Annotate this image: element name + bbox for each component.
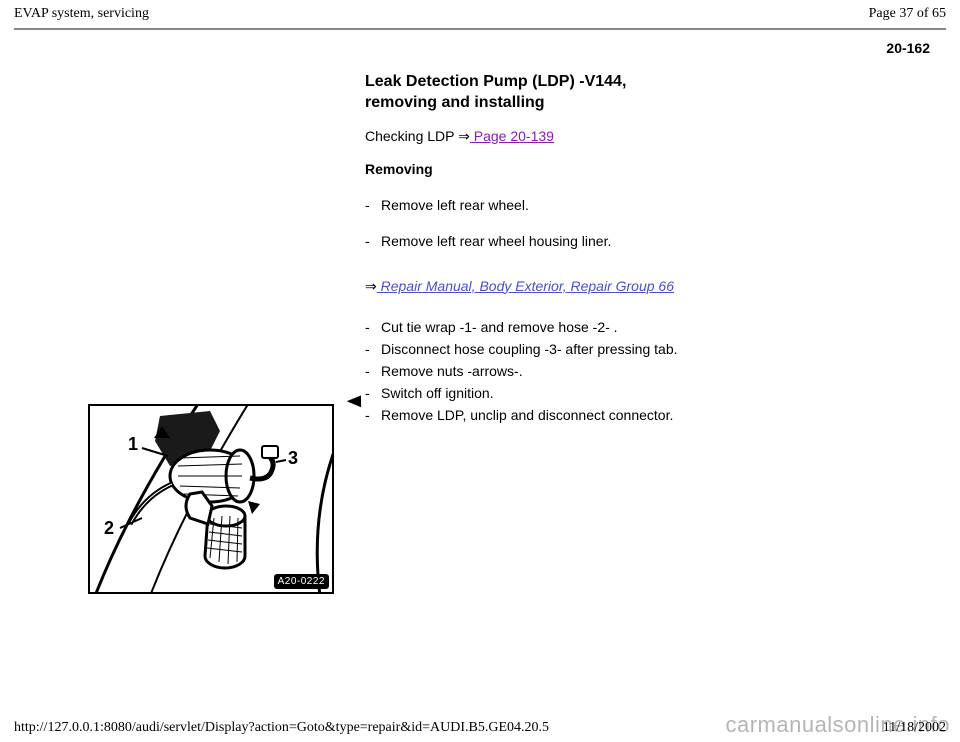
- figure-label-3: 3: [288, 448, 298, 469]
- checking-line: Checking LDP ⇒ Page 20-139: [365, 114, 865, 145]
- header-page-indicator: Page 37 of 65: [869, 6, 946, 22]
- reference-block: ⇒ Repair Manual, Body Exterior, Repair G…: [365, 249, 735, 295]
- arrow-glyph: ⇒: [365, 278, 377, 294]
- figure-tag: A20-0222: [274, 574, 329, 589]
- arrow-glyph: ⇒: [458, 128, 470, 144]
- page-footer: http://127.0.0.1:8080/audi/servlet/Displ…: [14, 720, 946, 736]
- figure-pointer-icon: ◄: [342, 390, 366, 413]
- list-item: Cut tie wrap -1- and remove hose -2- .: [365, 313, 865, 335]
- section-heading: Leak Detection Pump (LDP) -V144, removin…: [365, 56, 865, 114]
- reference-link[interactable]: Repair Manual, Body Exterior, Repair Gro…: [377, 278, 674, 294]
- figure-svg: [90, 406, 334, 594]
- figure-label-1: 1: [128, 434, 138, 455]
- technical-figure: 1 2 3 A20-0222: [88, 404, 334, 594]
- list-item: Remove left rear wheel.: [365, 177, 865, 213]
- header-title: EVAP system, servicing: [14, 6, 149, 22]
- heading-line-2: removing and installing: [365, 94, 545, 111]
- spacer: [365, 295, 865, 313]
- sub-heading-removing: Removing: [365, 145, 865, 177]
- footer-date: 11/18/2002: [883, 720, 946, 736]
- list-item: Remove LDP, unclip and disconnect connec…: [365, 401, 865, 423]
- list-item: Switch off ignition.: [365, 379, 865, 401]
- steps-list-a: Remove left rear wheel. Remove left rear…: [365, 177, 865, 249]
- steps-list-b: Cut tie wrap -1- and remove hose -2- . D…: [365, 313, 865, 423]
- list-item: Remove nuts -arrows-.: [365, 357, 865, 379]
- checking-link[interactable]: Page 20-139: [470, 128, 554, 144]
- page-header: EVAP system, servicing Page 37 of 65: [0, 0, 960, 26]
- checking-prefix: Checking LDP: [365, 128, 458, 144]
- heading-line-1: Leak Detection Pump (LDP) -V144,: [365, 73, 626, 90]
- text-column: Leak Detection Pump (LDP) -V144, removin…: [365, 56, 865, 423]
- list-item: Disconnect hose coupling -3- after press…: [365, 335, 865, 357]
- list-item: Remove left rear wheel housing liner.: [365, 213, 865, 249]
- content-area: Leak Detection Pump (LDP) -V144, removin…: [0, 56, 960, 423]
- page-reference-number: 20-162: [0, 30, 960, 56]
- footer-url: http://127.0.0.1:8080/audi/servlet/Displ…: [14, 720, 549, 736]
- figure-label-2: 2: [104, 518, 114, 539]
